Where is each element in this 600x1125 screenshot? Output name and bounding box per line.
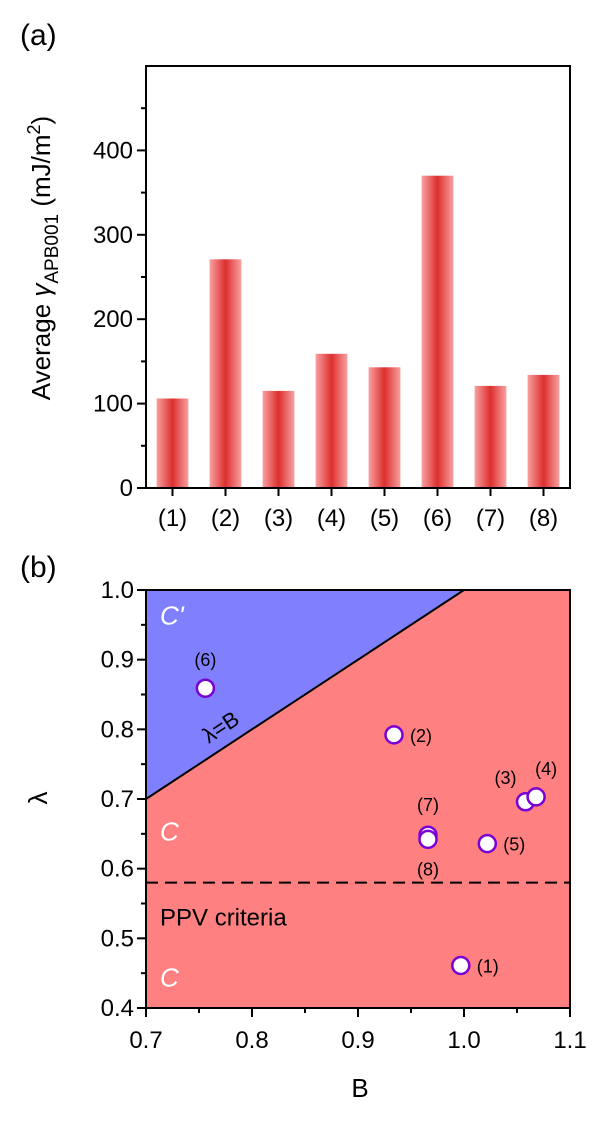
point-label: (6): [194, 650, 216, 670]
x-tick-label: 0.9: [341, 1027, 374, 1054]
region-cprime-label: C': [160, 600, 185, 630]
region-c: [146, 590, 570, 1008]
y-tick-label: 0: [120, 475, 133, 502]
point-label: (4): [535, 759, 557, 779]
x-tick-label: 1.0: [447, 1027, 480, 1054]
bar: [209, 259, 242, 488]
y-tick-label: 0.7: [101, 786, 134, 813]
x-tick-label: (7): [476, 505, 505, 532]
point-label: (8): [417, 859, 439, 879]
bar: [474, 385, 507, 488]
x-tick-label: (2): [211, 505, 240, 532]
bar: [368, 367, 401, 488]
x-tick-label: (3): [264, 505, 293, 532]
panel-a-y-axis-title: Average γAPB001 (mJ/m2): [24, 116, 63, 400]
data-point: [477, 833, 498, 854]
bar: [262, 390, 295, 488]
points-group: (1) (2) (3) (4) (5) (6) (7) (8): [194, 650, 557, 976]
point-label: (7): [417, 795, 439, 815]
data-point: [418, 829, 438, 850]
panel-b-ticks: 0.7 0.8 0.9 1.0 1.1 0.4 0.5 0.6 0.7 0.8 0.9 1.0: [101, 577, 587, 1054]
bar: [527, 374, 560, 488]
data-point: [526, 787, 546, 807]
y-tick-label: 0.6: [101, 856, 134, 883]
lambda-equals-b-line: [145, 589, 465, 800]
point-label: (2): [410, 726, 432, 746]
data-point: [195, 678, 216, 698]
y-tick-label: 200: [93, 306, 133, 333]
y-tick-label: 0.5: [101, 925, 134, 952]
x-tick-label: 0.8: [235, 1027, 268, 1054]
x-tick-label: (1): [158, 505, 187, 532]
panel-b-y-axis-title: λ: [23, 792, 53, 805]
y-tick-label: 0.9: [101, 647, 134, 674]
scatter-chart: λ=B PPV criteria C' C C (1)(2)(3) (4)(5)(…: [23, 577, 587, 1103]
panel-a-ticks: (1) (2) (3) (4) (5) (6) (7) (8) 0 100 200 300 400: [93, 107, 558, 532]
bar: [421, 175, 454, 488]
y-tick-label: 0.8: [101, 716, 134, 743]
panel-b-label: (b): [20, 551, 57, 584]
x-tick-label: (6): [423, 505, 452, 532]
point-label: (1): [477, 957, 499, 977]
panel-a-label: (a): [20, 19, 57, 52]
x-tick-label: 1.1: [553, 1027, 586, 1054]
y-tick-label: 300: [93, 222, 133, 249]
point-label: (5): [503, 835, 525, 855]
y-tick-label: 0.4: [101, 995, 134, 1022]
bar-chart: (1) (2) (3) (4) (5) (6) (7) (8) 0 100 200 300 400 Av…: [24, 65, 571, 532]
panel-b-x-axis-title: B: [351, 1073, 368, 1103]
region-c-label-lower: C: [160, 963, 179, 993]
y-tick-label: 100: [93, 391, 133, 418]
x-tick-label: (4): [317, 505, 346, 532]
bar: [156, 398, 189, 488]
x-tick-label: 0.7: [129, 1027, 162, 1054]
x-tick-label: (8): [529, 505, 558, 532]
y-tick-label: 1.0: [101, 577, 134, 604]
y-tick-label: 400: [93, 137, 133, 164]
bar: [315, 353, 348, 488]
point-label: (3): [495, 768, 517, 788]
ppv-criteria-label: PPV criteria: [160, 904, 287, 931]
data-point: [384, 725, 404, 745]
data-point: [451, 955, 471, 976]
region-c-label-upper: C: [160, 816, 179, 846]
x-tick-label: (5): [370, 505, 399, 532]
bars-group: [156, 175, 560, 488]
